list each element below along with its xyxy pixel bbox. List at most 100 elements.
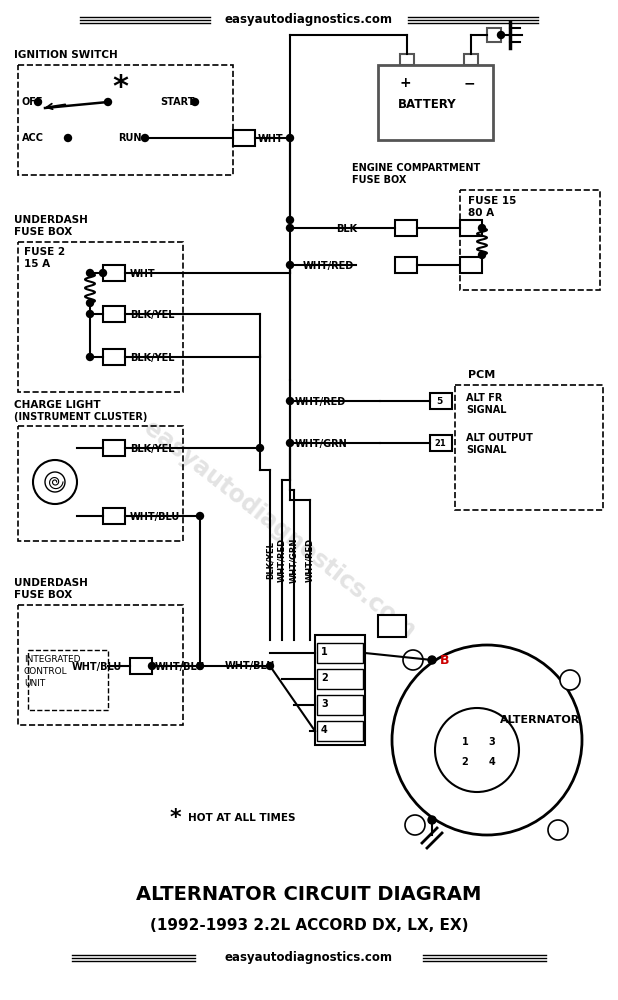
Text: START: START bbox=[160, 97, 195, 107]
Text: WHT/GRN: WHT/GRN bbox=[289, 537, 298, 583]
Bar bbox=[378, 615, 406, 637]
Text: FUSE 15: FUSE 15 bbox=[468, 196, 517, 206]
Text: WHT/BLU: WHT/BLU bbox=[155, 662, 205, 672]
Text: BATTERY: BATTERY bbox=[398, 98, 457, 111]
Bar bbox=[18, 605, 183, 725]
Bar bbox=[18, 426, 183, 541]
Text: easyautodiagnostics.com: easyautodiagnostics.com bbox=[225, 13, 393, 26]
Text: UNDERDASH: UNDERDASH bbox=[14, 578, 88, 588]
Circle shape bbox=[287, 134, 294, 141]
Circle shape bbox=[435, 708, 519, 792]
Bar bbox=[233, 130, 255, 146]
Circle shape bbox=[99, 269, 106, 276]
Circle shape bbox=[287, 261, 294, 268]
Text: FUSE 2: FUSE 2 bbox=[24, 247, 65, 257]
Circle shape bbox=[287, 397, 294, 404]
Circle shape bbox=[197, 512, 203, 520]
Circle shape bbox=[87, 310, 93, 318]
Text: OFF: OFF bbox=[22, 97, 43, 107]
Text: WHT: WHT bbox=[130, 269, 156, 279]
Bar bbox=[103, 349, 125, 365]
Circle shape bbox=[35, 99, 41, 105]
Bar bbox=[317, 721, 363, 741]
Text: 3: 3 bbox=[321, 699, 328, 709]
Text: ALTERNATOR CIRCUIT DIAGRAM: ALTERNATOR CIRCUIT DIAGRAM bbox=[137, 886, 481, 904]
Bar bbox=[28, 650, 108, 710]
Text: 21: 21 bbox=[434, 439, 446, 448]
Circle shape bbox=[192, 99, 198, 105]
Text: WHT/BLU: WHT/BLU bbox=[130, 512, 180, 522]
Circle shape bbox=[197, 662, 203, 670]
Text: BLK/YEL: BLK/YEL bbox=[130, 353, 174, 363]
Bar bbox=[455, 385, 603, 510]
Text: WHT/GRN: WHT/GRN bbox=[295, 439, 348, 449]
Text: IGNITION SWITCH: IGNITION SWITCH bbox=[14, 50, 118, 60]
Text: (INSTRUMENT CLUSTER): (INSTRUMENT CLUSTER) bbox=[14, 412, 147, 422]
Bar bbox=[18, 242, 183, 392]
Bar bbox=[317, 669, 363, 689]
Text: 1: 1 bbox=[462, 737, 468, 747]
Text: PCM: PCM bbox=[468, 370, 495, 380]
Text: 3: 3 bbox=[489, 737, 496, 747]
Text: SIGNAL: SIGNAL bbox=[466, 405, 507, 415]
Bar bbox=[130, 658, 152, 674]
Circle shape bbox=[142, 134, 148, 141]
Text: B: B bbox=[440, 654, 450, 666]
Text: ALT FR: ALT FR bbox=[466, 393, 502, 403]
Circle shape bbox=[148, 662, 156, 670]
Circle shape bbox=[33, 460, 77, 504]
Text: 2: 2 bbox=[462, 757, 468, 767]
Circle shape bbox=[64, 134, 72, 141]
Bar bbox=[430, 435, 452, 451]
Bar bbox=[460, 220, 482, 236]
Bar bbox=[317, 643, 363, 663]
Text: WHT/BLU: WHT/BLU bbox=[225, 661, 275, 671]
Bar bbox=[395, 257, 417, 273]
Text: *: * bbox=[169, 808, 181, 828]
Bar bbox=[103, 508, 125, 524]
Circle shape bbox=[266, 662, 274, 670]
Circle shape bbox=[104, 99, 111, 105]
Circle shape bbox=[403, 650, 423, 670]
Text: UNIT: UNIT bbox=[24, 679, 45, 688]
Circle shape bbox=[287, 217, 294, 224]
Text: CHARGE LIGHT: CHARGE LIGHT bbox=[14, 400, 101, 410]
Text: +: + bbox=[400, 76, 412, 90]
Bar bbox=[103, 265, 125, 281]
Text: ENGINE COMPARTMENT: ENGINE COMPARTMENT bbox=[352, 163, 480, 173]
Circle shape bbox=[428, 816, 436, 824]
Text: HOT AT ALL TIMES: HOT AT ALL TIMES bbox=[188, 813, 295, 823]
Text: SIGNAL: SIGNAL bbox=[466, 445, 507, 455]
Text: WHT/RED: WHT/RED bbox=[305, 538, 315, 582]
Text: 80 A: 80 A bbox=[468, 208, 494, 218]
Text: 5: 5 bbox=[436, 397, 442, 406]
Circle shape bbox=[87, 300, 93, 306]
Bar bbox=[400, 54, 414, 65]
Text: WHT/RED: WHT/RED bbox=[277, 538, 287, 582]
Text: 2: 2 bbox=[321, 673, 328, 683]
Circle shape bbox=[287, 440, 294, 446]
Bar bbox=[460, 190, 600, 290]
Bar bbox=[315, 635, 365, 745]
Text: easyautodiagnostics.com: easyautodiagnostics.com bbox=[140, 416, 421, 644]
Text: FUSE BOX: FUSE BOX bbox=[14, 227, 72, 237]
Text: ALTERNATOR: ALTERNATOR bbox=[500, 715, 580, 725]
Circle shape bbox=[45, 472, 65, 492]
Text: UNDERDASH: UNDERDASH bbox=[14, 215, 88, 225]
Text: BLK/YEL: BLK/YEL bbox=[266, 541, 274, 579]
Text: 4: 4 bbox=[321, 725, 328, 735]
Circle shape bbox=[428, 656, 436, 664]
Text: WHT/BLU: WHT/BLU bbox=[72, 662, 122, 672]
Text: FUSE BOX: FUSE BOX bbox=[14, 590, 72, 600]
Text: CONTROL: CONTROL bbox=[24, 667, 67, 676]
Circle shape bbox=[478, 251, 486, 258]
Text: WHT/RED: WHT/RED bbox=[295, 397, 346, 407]
Text: 4: 4 bbox=[489, 757, 496, 767]
Bar bbox=[18, 65, 233, 175]
Text: 1: 1 bbox=[321, 647, 328, 657]
Text: INTEGRATED: INTEGRATED bbox=[24, 655, 80, 664]
Text: WHT/RED: WHT/RED bbox=[303, 261, 354, 271]
Bar bbox=[317, 695, 363, 715]
Text: ALT OUTPUT: ALT OUTPUT bbox=[466, 433, 533, 443]
Bar bbox=[460, 257, 482, 273]
